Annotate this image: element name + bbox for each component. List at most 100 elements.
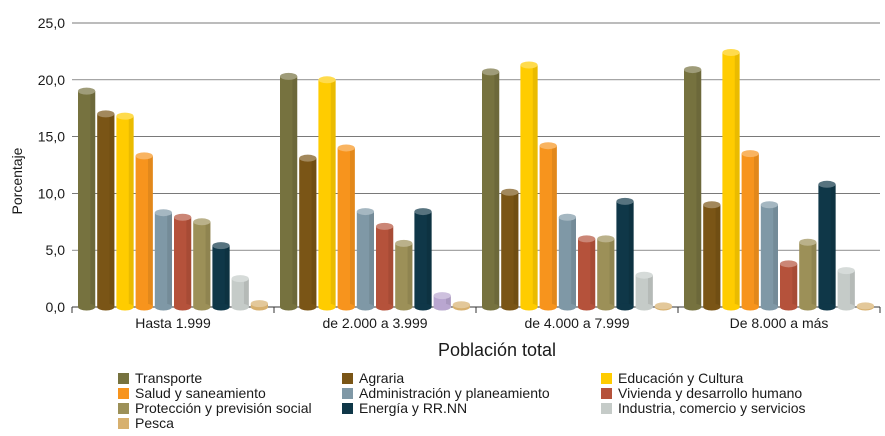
bar xyxy=(558,213,577,311)
legend-item: Vivienda y desarrollo humano xyxy=(601,386,802,400)
bar-top xyxy=(520,61,538,69)
bar xyxy=(482,68,500,311)
bar-shade xyxy=(753,153,759,307)
bar-shade xyxy=(330,79,336,307)
bar-top xyxy=(856,302,875,310)
legend-item: Energía y RR.NN xyxy=(342,401,467,415)
bar xyxy=(97,110,115,311)
bar-shade xyxy=(445,295,451,307)
bar-top xyxy=(193,218,211,226)
bar-top xyxy=(414,208,432,216)
bar-base xyxy=(280,303,298,311)
bar-top xyxy=(212,242,230,250)
bar xyxy=(780,260,798,311)
bar-base xyxy=(539,303,557,311)
bar-shade xyxy=(243,278,249,307)
bar xyxy=(433,292,451,311)
x-tick-label: De 8.000 a más xyxy=(730,315,829,331)
bar-top xyxy=(760,201,779,209)
y-tick-label: 0,0 xyxy=(46,299,66,315)
bar-base xyxy=(616,303,634,311)
bar-shade xyxy=(571,217,576,307)
bar-top xyxy=(635,271,653,279)
bar-base xyxy=(635,303,653,311)
x-tick-label: de 4.000 a 7.999 xyxy=(524,315,629,331)
bar xyxy=(154,209,172,311)
bar-base xyxy=(501,303,519,311)
bar xyxy=(280,72,298,311)
bar-base xyxy=(356,303,374,311)
bar-base xyxy=(837,303,855,311)
bar-shade xyxy=(513,192,519,307)
bar xyxy=(174,213,192,311)
bar-shade xyxy=(109,113,115,307)
bar-shade xyxy=(186,217,192,307)
legend-swatch xyxy=(342,402,353,414)
bar-shade xyxy=(311,158,317,307)
bar xyxy=(520,61,538,311)
bar-shade xyxy=(811,242,817,307)
legend-swatch xyxy=(601,372,612,384)
bar-shade xyxy=(90,91,96,307)
bar-top xyxy=(684,66,702,74)
axis-layer: 0,0 5,0 10,0 15,0 20,0 25,0 Hasta 1.999 de 2.00… xyxy=(38,15,881,331)
bar-shade xyxy=(349,147,355,307)
bar-top xyxy=(154,209,172,217)
bar-shade xyxy=(407,243,413,307)
bar xyxy=(635,271,653,311)
bar-base xyxy=(760,303,779,311)
legend-swatch xyxy=(601,387,612,399)
bar-base xyxy=(337,303,355,311)
legend-item: Pesca xyxy=(118,416,174,430)
bar xyxy=(356,208,374,311)
bar-shade xyxy=(388,226,394,307)
bar-top xyxy=(376,222,394,230)
bar-shade xyxy=(647,275,653,307)
bar-base xyxy=(376,303,394,311)
legend-label: Energía y RR.NN xyxy=(359,400,468,416)
bar-shade xyxy=(128,116,134,307)
bar-shade xyxy=(426,211,432,307)
bar-shade xyxy=(628,201,634,307)
bar-shade xyxy=(792,263,798,307)
bar-base xyxy=(741,303,759,311)
legend-swatch xyxy=(118,372,129,384)
legend-label: Industria, comercio y servicios xyxy=(618,400,806,416)
y-tick-label: 15,0 xyxy=(38,129,65,145)
bar-top xyxy=(174,213,192,221)
bar-top xyxy=(558,213,577,221)
bar-base xyxy=(703,303,721,311)
bar-base xyxy=(299,303,317,311)
bar-base xyxy=(212,303,230,311)
bar-shade xyxy=(773,204,778,307)
bar xyxy=(741,150,759,311)
bar xyxy=(231,275,249,311)
bar xyxy=(337,144,355,311)
bar xyxy=(684,66,702,311)
bar-shade xyxy=(609,238,615,307)
x-tick-label: Hasta 1.999 xyxy=(135,315,211,331)
bar-top xyxy=(780,260,798,268)
bar-base xyxy=(684,303,702,311)
bar xyxy=(501,188,519,311)
legend-label: Vivienda y desarrollo humano xyxy=(618,385,803,401)
bar xyxy=(856,302,875,311)
bar-top xyxy=(135,152,153,160)
y-tick-label: 25,0 xyxy=(38,15,65,31)
bar-top xyxy=(452,301,470,309)
bar-base xyxy=(780,303,798,311)
y-tick-label: 5,0 xyxy=(46,242,66,258)
legend-label: Protección y previsión social xyxy=(135,400,312,416)
bar-base xyxy=(193,303,211,311)
bar-base xyxy=(414,303,432,311)
legend-label: Pesca xyxy=(135,415,174,431)
legend-item: Protección y previsión social xyxy=(118,401,312,415)
legend-swatch xyxy=(118,402,129,414)
bar-shade xyxy=(715,204,721,307)
bar-top xyxy=(116,112,134,120)
bar xyxy=(654,302,673,311)
legend-item: Administración y planeamiento xyxy=(342,386,550,400)
bar-top xyxy=(722,49,740,57)
bar-base xyxy=(116,303,134,311)
bar xyxy=(376,222,394,311)
